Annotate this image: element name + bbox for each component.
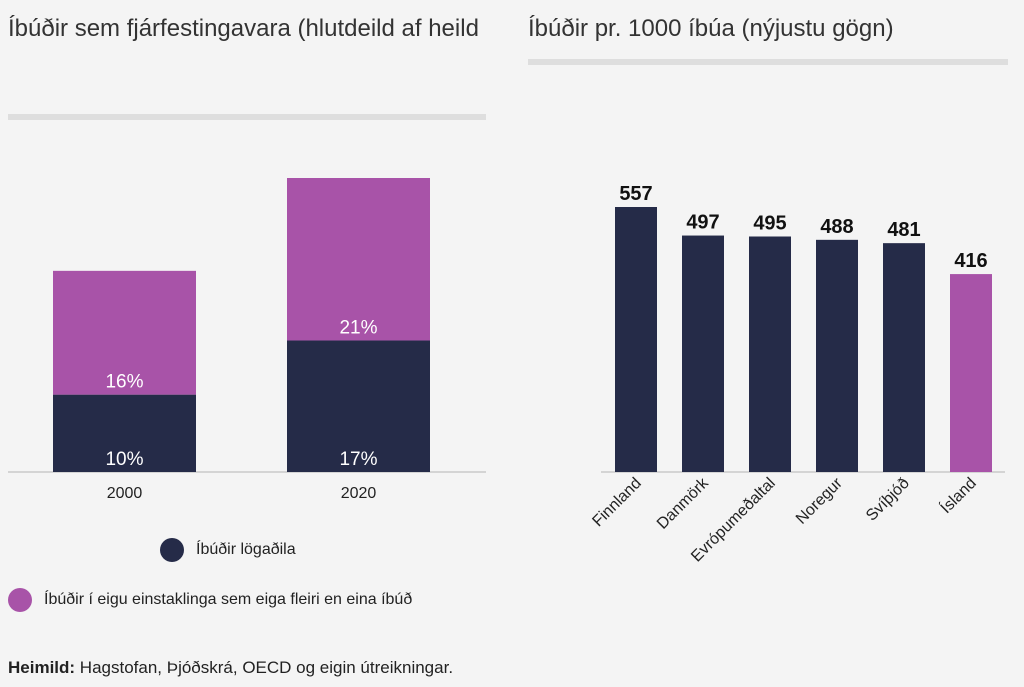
bar-2000-series-2	[53, 270, 196, 395]
x-tick-label-2000: 2000	[107, 485, 143, 502]
x-tick-label-2: Danmörk	[654, 474, 713, 533]
legend-swatch-corporate	[160, 538, 184, 562]
left-title-divider	[8, 114, 486, 120]
bar-1	[615, 207, 657, 472]
source-label: Heimild:	[8, 658, 76, 677]
x-tick-label-4: Noregur	[793, 474, 846, 527]
source-text: Hagstofan, Þjóðskrá, OECD og eigin útrei…	[75, 658, 454, 677]
bar-2020-series-1	[287, 340, 430, 472]
value-label-1: 557	[619, 183, 652, 205]
data-label-2000-series-1: 10%	[105, 449, 143, 470]
bar-6	[950, 274, 992, 472]
left-chart-panel: Íbúðir sem fjárfestingavara (hlutdeild a…	[8, 0, 486, 56]
x-tick-label-5: Svíþjóð	[863, 475, 913, 525]
bar-2020-series-2	[287, 178, 430, 341]
bar-3	[749, 236, 791, 472]
x-tick-label-2020: 2020	[341, 485, 377, 502]
right-chart-title: Íbúðir pr. 1000 íbúa (nýjustu gögn)	[528, 15, 894, 42]
bar-4	[816, 239, 858, 472]
value-label-4: 488	[820, 216, 853, 238]
right-chart-panel: Íbúðir pr. 1000 íbúa (nýjustu gögn)	[528, 0, 1008, 56]
data-label-2020-series-1: 17%	[339, 449, 377, 470]
bar-2	[682, 235, 724, 472]
bar-2000-series-1	[53, 394, 196, 472]
data-label-2000-series-2: 16%	[105, 372, 143, 393]
left-chart-title: Íbúðir sem fjárfestingavara (hlutdeild a…	[8, 15, 479, 42]
data-label-2020-series-2: 21%	[339, 317, 377, 338]
legend-item-multi-owner: Íbúðir í eigu einstaklinga sem eiga flei…	[8, 588, 412, 612]
legend-label-multi-owner: Íbúðir í eigu einstaklinga sem eiga flei…	[44, 591, 413, 608]
x-tick-label-1: Finnland	[589, 475, 644, 530]
value-label-2: 497	[686, 212, 719, 234]
value-label-6: 416	[954, 250, 987, 272]
value-label-5: 481	[887, 219, 920, 241]
legend-item-corporate: Íbúðir lögaðila	[160, 538, 296, 562]
right-title-divider	[528, 59, 1008, 65]
bar-5	[883, 243, 925, 472]
value-label-3: 495	[753, 212, 786, 234]
x-tick-label-6: Ísland	[936, 473, 980, 517]
source-note: Heimild: Hagstofan, Þjóðskrá, OECD og ei…	[8, 658, 453, 678]
legend-label-corporate: Íbúðir lögaðila	[196, 541, 296, 558]
legend-swatch-multi-owner	[8, 588, 32, 612]
